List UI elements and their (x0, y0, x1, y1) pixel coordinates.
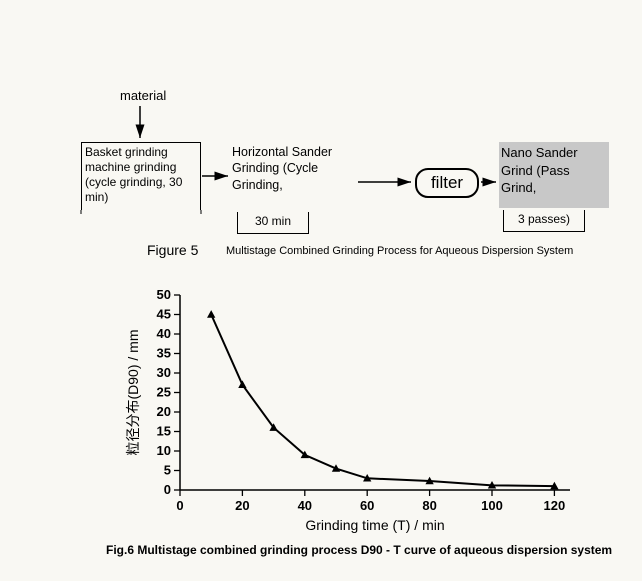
svg-text:15: 15 (157, 424, 171, 439)
svg-text:25: 25 (157, 385, 171, 400)
diagram-svg: 0 20 40 60 80 100 120 0 5 10 15 20 25 30 35 40 45 50 Grind… (0, 0, 642, 581)
svg-text:30: 30 (157, 365, 171, 380)
svg-text:粒径分布(D90) / mm: 粒径分布(D90) / mm (125, 330, 141, 456)
svg-text:80: 80 (422, 498, 436, 513)
svg-text:Grinding time (T) / min: Grinding time (T) / min (305, 517, 444, 533)
svg-text:40: 40 (298, 498, 312, 513)
svg-text:100: 100 (481, 498, 503, 513)
svg-text:20: 20 (235, 498, 249, 513)
svg-text:60: 60 (360, 498, 374, 513)
svg-text:45: 45 (157, 307, 171, 322)
svg-text:5: 5 (164, 463, 171, 478)
svg-text:120: 120 (544, 498, 566, 513)
svg-text:20: 20 (157, 404, 171, 419)
svg-text:50: 50 (157, 287, 171, 302)
svg-text:40: 40 (157, 326, 171, 341)
svg-text:0: 0 (164, 482, 171, 497)
svg-text:35: 35 (157, 346, 171, 361)
svg-text:0: 0 (176, 498, 183, 513)
svg-text:10: 10 (157, 443, 171, 458)
